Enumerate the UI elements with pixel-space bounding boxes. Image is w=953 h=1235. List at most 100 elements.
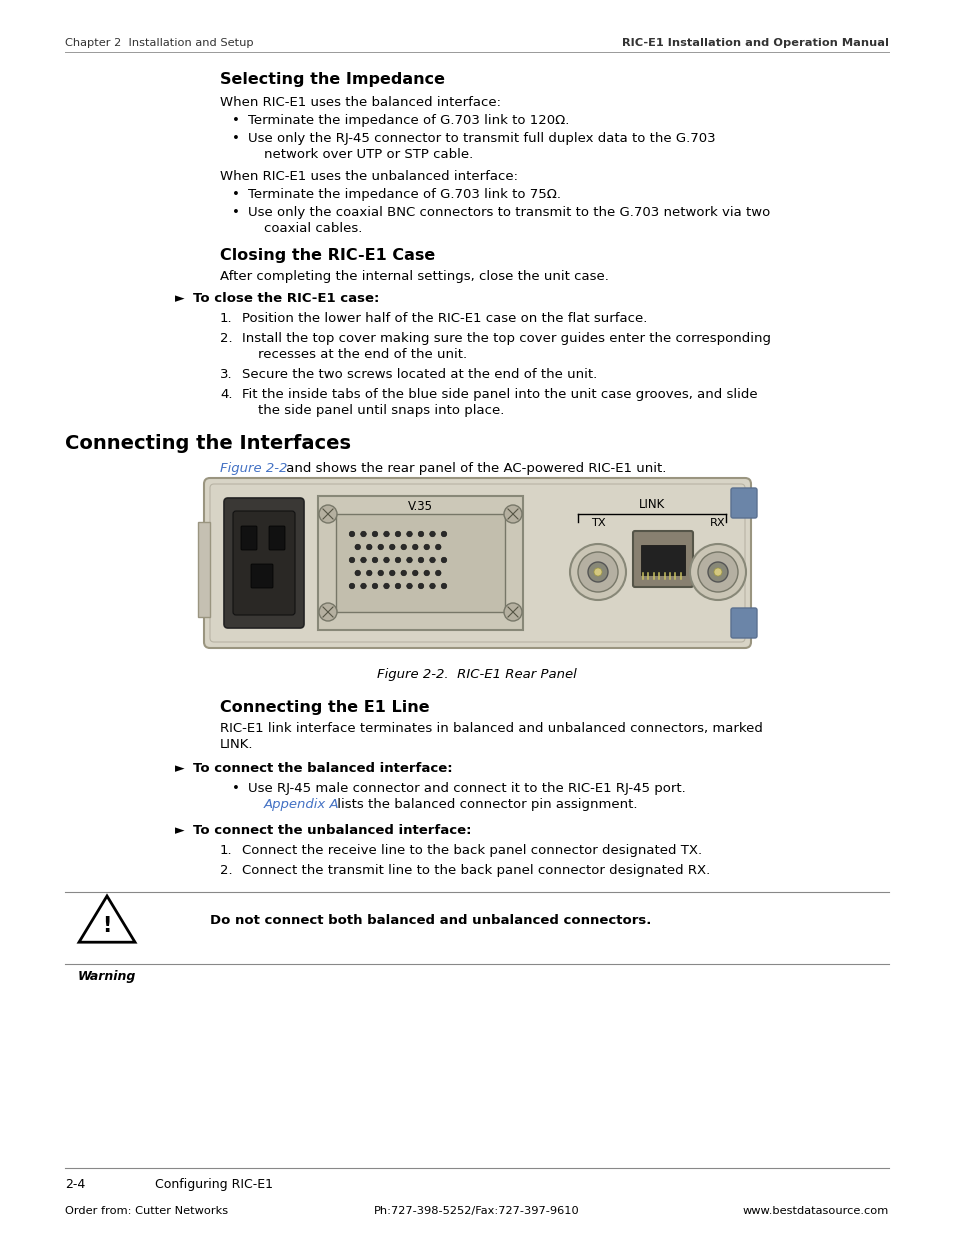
- Circle shape: [389, 545, 395, 550]
- Text: To close the RIC-E1 case:: To close the RIC-E1 case:: [193, 291, 379, 305]
- Circle shape: [318, 505, 336, 522]
- Circle shape: [440, 557, 446, 563]
- Text: Install the top cover making sure the top cover guides enter the corresponding: Install the top cover making sure the to…: [242, 332, 770, 345]
- Circle shape: [372, 557, 377, 563]
- Circle shape: [406, 583, 412, 589]
- Text: To connect the unbalanced interface:: To connect the unbalanced interface:: [193, 824, 471, 837]
- FancyBboxPatch shape: [241, 526, 256, 550]
- Text: TX: TX: [590, 517, 604, 529]
- Polygon shape: [79, 897, 135, 942]
- Text: LINK.: LINK.: [220, 739, 253, 751]
- Text: lists the balanced connector pin assignment.: lists the balanced connector pin assignm…: [333, 798, 637, 811]
- Circle shape: [440, 583, 446, 589]
- Circle shape: [707, 562, 727, 582]
- Circle shape: [349, 531, 355, 537]
- Text: When RIC-E1 uses the unbalanced interface:: When RIC-E1 uses the unbalanced interfac…: [220, 170, 517, 183]
- Text: 1.: 1.: [220, 312, 233, 325]
- Circle shape: [383, 557, 389, 563]
- Text: Fit the inside tabs of the blue side panel into the unit case grooves, and slide: Fit the inside tabs of the blue side pan…: [242, 388, 757, 401]
- Circle shape: [360, 557, 366, 563]
- Text: 2.: 2.: [220, 332, 233, 345]
- Circle shape: [578, 552, 618, 592]
- Text: Connecting the Interfaces: Connecting the Interfaces: [65, 433, 351, 453]
- Circle shape: [412, 571, 417, 576]
- Text: •: •: [232, 188, 239, 201]
- Circle shape: [383, 583, 389, 589]
- Circle shape: [400, 545, 406, 550]
- FancyBboxPatch shape: [251, 564, 273, 588]
- Text: V.35: V.35: [407, 500, 432, 513]
- Text: ►: ►: [174, 824, 185, 837]
- Circle shape: [377, 571, 383, 576]
- Circle shape: [349, 583, 355, 589]
- Circle shape: [406, 557, 412, 563]
- Circle shape: [440, 531, 446, 537]
- Circle shape: [503, 603, 521, 621]
- Text: Chapter 2  Installation and Setup: Chapter 2 Installation and Setup: [65, 38, 253, 48]
- Text: •: •: [232, 132, 239, 144]
- Bar: [640, 545, 684, 576]
- Text: Do not connect both balanced and unbalanced connectors.: Do not connect both balanced and unbalan…: [210, 914, 651, 927]
- Circle shape: [423, 571, 429, 576]
- Text: Use RJ-45 male connector and connect it to the RIC-E1 RJ-45 port.: Use RJ-45 male connector and connect it …: [248, 782, 685, 795]
- Circle shape: [372, 531, 377, 537]
- Text: Secure the two screws located at the end of the unit.: Secure the two screws located at the end…: [242, 368, 597, 382]
- Text: Order from: Cutter Networks: Order from: Cutter Networks: [65, 1207, 228, 1216]
- Circle shape: [377, 545, 383, 550]
- Circle shape: [569, 543, 625, 600]
- Circle shape: [429, 557, 435, 563]
- Text: 1.: 1.: [220, 844, 233, 857]
- Text: Appendix A: Appendix A: [264, 798, 339, 811]
- Text: and shows the rear panel of the AC-powered RIC-E1 unit.: and shows the rear panel of the AC-power…: [282, 462, 666, 475]
- Text: •: •: [232, 206, 239, 219]
- Circle shape: [698, 552, 738, 592]
- Circle shape: [349, 557, 355, 563]
- Circle shape: [417, 557, 423, 563]
- Text: Use only the coaxial BNC connectors to transmit to the G.703 network via two: Use only the coaxial BNC connectors to t…: [248, 206, 769, 219]
- Text: 2-4: 2-4: [65, 1178, 85, 1191]
- Text: Connect the transmit line to the back panel connector designated RX.: Connect the transmit line to the back pa…: [242, 864, 709, 877]
- Bar: [317, 496, 522, 630]
- Text: •: •: [232, 782, 239, 795]
- Circle shape: [318, 603, 336, 621]
- Circle shape: [435, 545, 440, 550]
- Text: RIC-E1 link interface terminates in balanced and unbalanced connectors, marked: RIC-E1 link interface terminates in bala…: [220, 722, 762, 735]
- Circle shape: [429, 583, 435, 589]
- Circle shape: [417, 583, 423, 589]
- FancyBboxPatch shape: [269, 526, 285, 550]
- Circle shape: [395, 557, 400, 563]
- Text: Configuring RIC-E1: Configuring RIC-E1: [154, 1178, 273, 1191]
- Circle shape: [594, 568, 601, 576]
- FancyBboxPatch shape: [730, 608, 757, 638]
- Text: 3.: 3.: [220, 368, 233, 382]
- FancyBboxPatch shape: [233, 511, 294, 615]
- Circle shape: [355, 571, 360, 576]
- Circle shape: [435, 571, 440, 576]
- Circle shape: [713, 568, 721, 576]
- Circle shape: [689, 543, 745, 600]
- Text: LINK: LINK: [639, 498, 664, 511]
- Text: Ph:727-398-5252/Fax:727-397-9610: Ph:727-398-5252/Fax:727-397-9610: [374, 1207, 579, 1216]
- FancyBboxPatch shape: [633, 531, 692, 587]
- Circle shape: [417, 531, 423, 537]
- Circle shape: [587, 562, 607, 582]
- Circle shape: [389, 571, 395, 576]
- FancyBboxPatch shape: [730, 488, 757, 517]
- Circle shape: [395, 583, 400, 589]
- Circle shape: [503, 505, 521, 522]
- Text: the side panel until snaps into place.: the side panel until snaps into place.: [257, 404, 504, 417]
- Circle shape: [366, 571, 372, 576]
- Text: !: !: [102, 916, 112, 936]
- Text: network over UTP or STP cable.: network over UTP or STP cable.: [264, 148, 473, 161]
- Circle shape: [360, 531, 366, 537]
- Circle shape: [423, 545, 429, 550]
- Text: RX: RX: [709, 517, 725, 529]
- Text: Terminate the impedance of G.703 link to 75Ω.: Terminate the impedance of G.703 link to…: [248, 188, 560, 201]
- Circle shape: [412, 545, 417, 550]
- Text: coaxial cables.: coaxial cables.: [264, 222, 362, 235]
- Text: recesses at the end of the unit.: recesses at the end of the unit.: [257, 348, 467, 361]
- Circle shape: [355, 545, 360, 550]
- FancyBboxPatch shape: [224, 498, 304, 629]
- Text: Connecting the E1 Line: Connecting the E1 Line: [220, 700, 429, 715]
- Circle shape: [383, 531, 389, 537]
